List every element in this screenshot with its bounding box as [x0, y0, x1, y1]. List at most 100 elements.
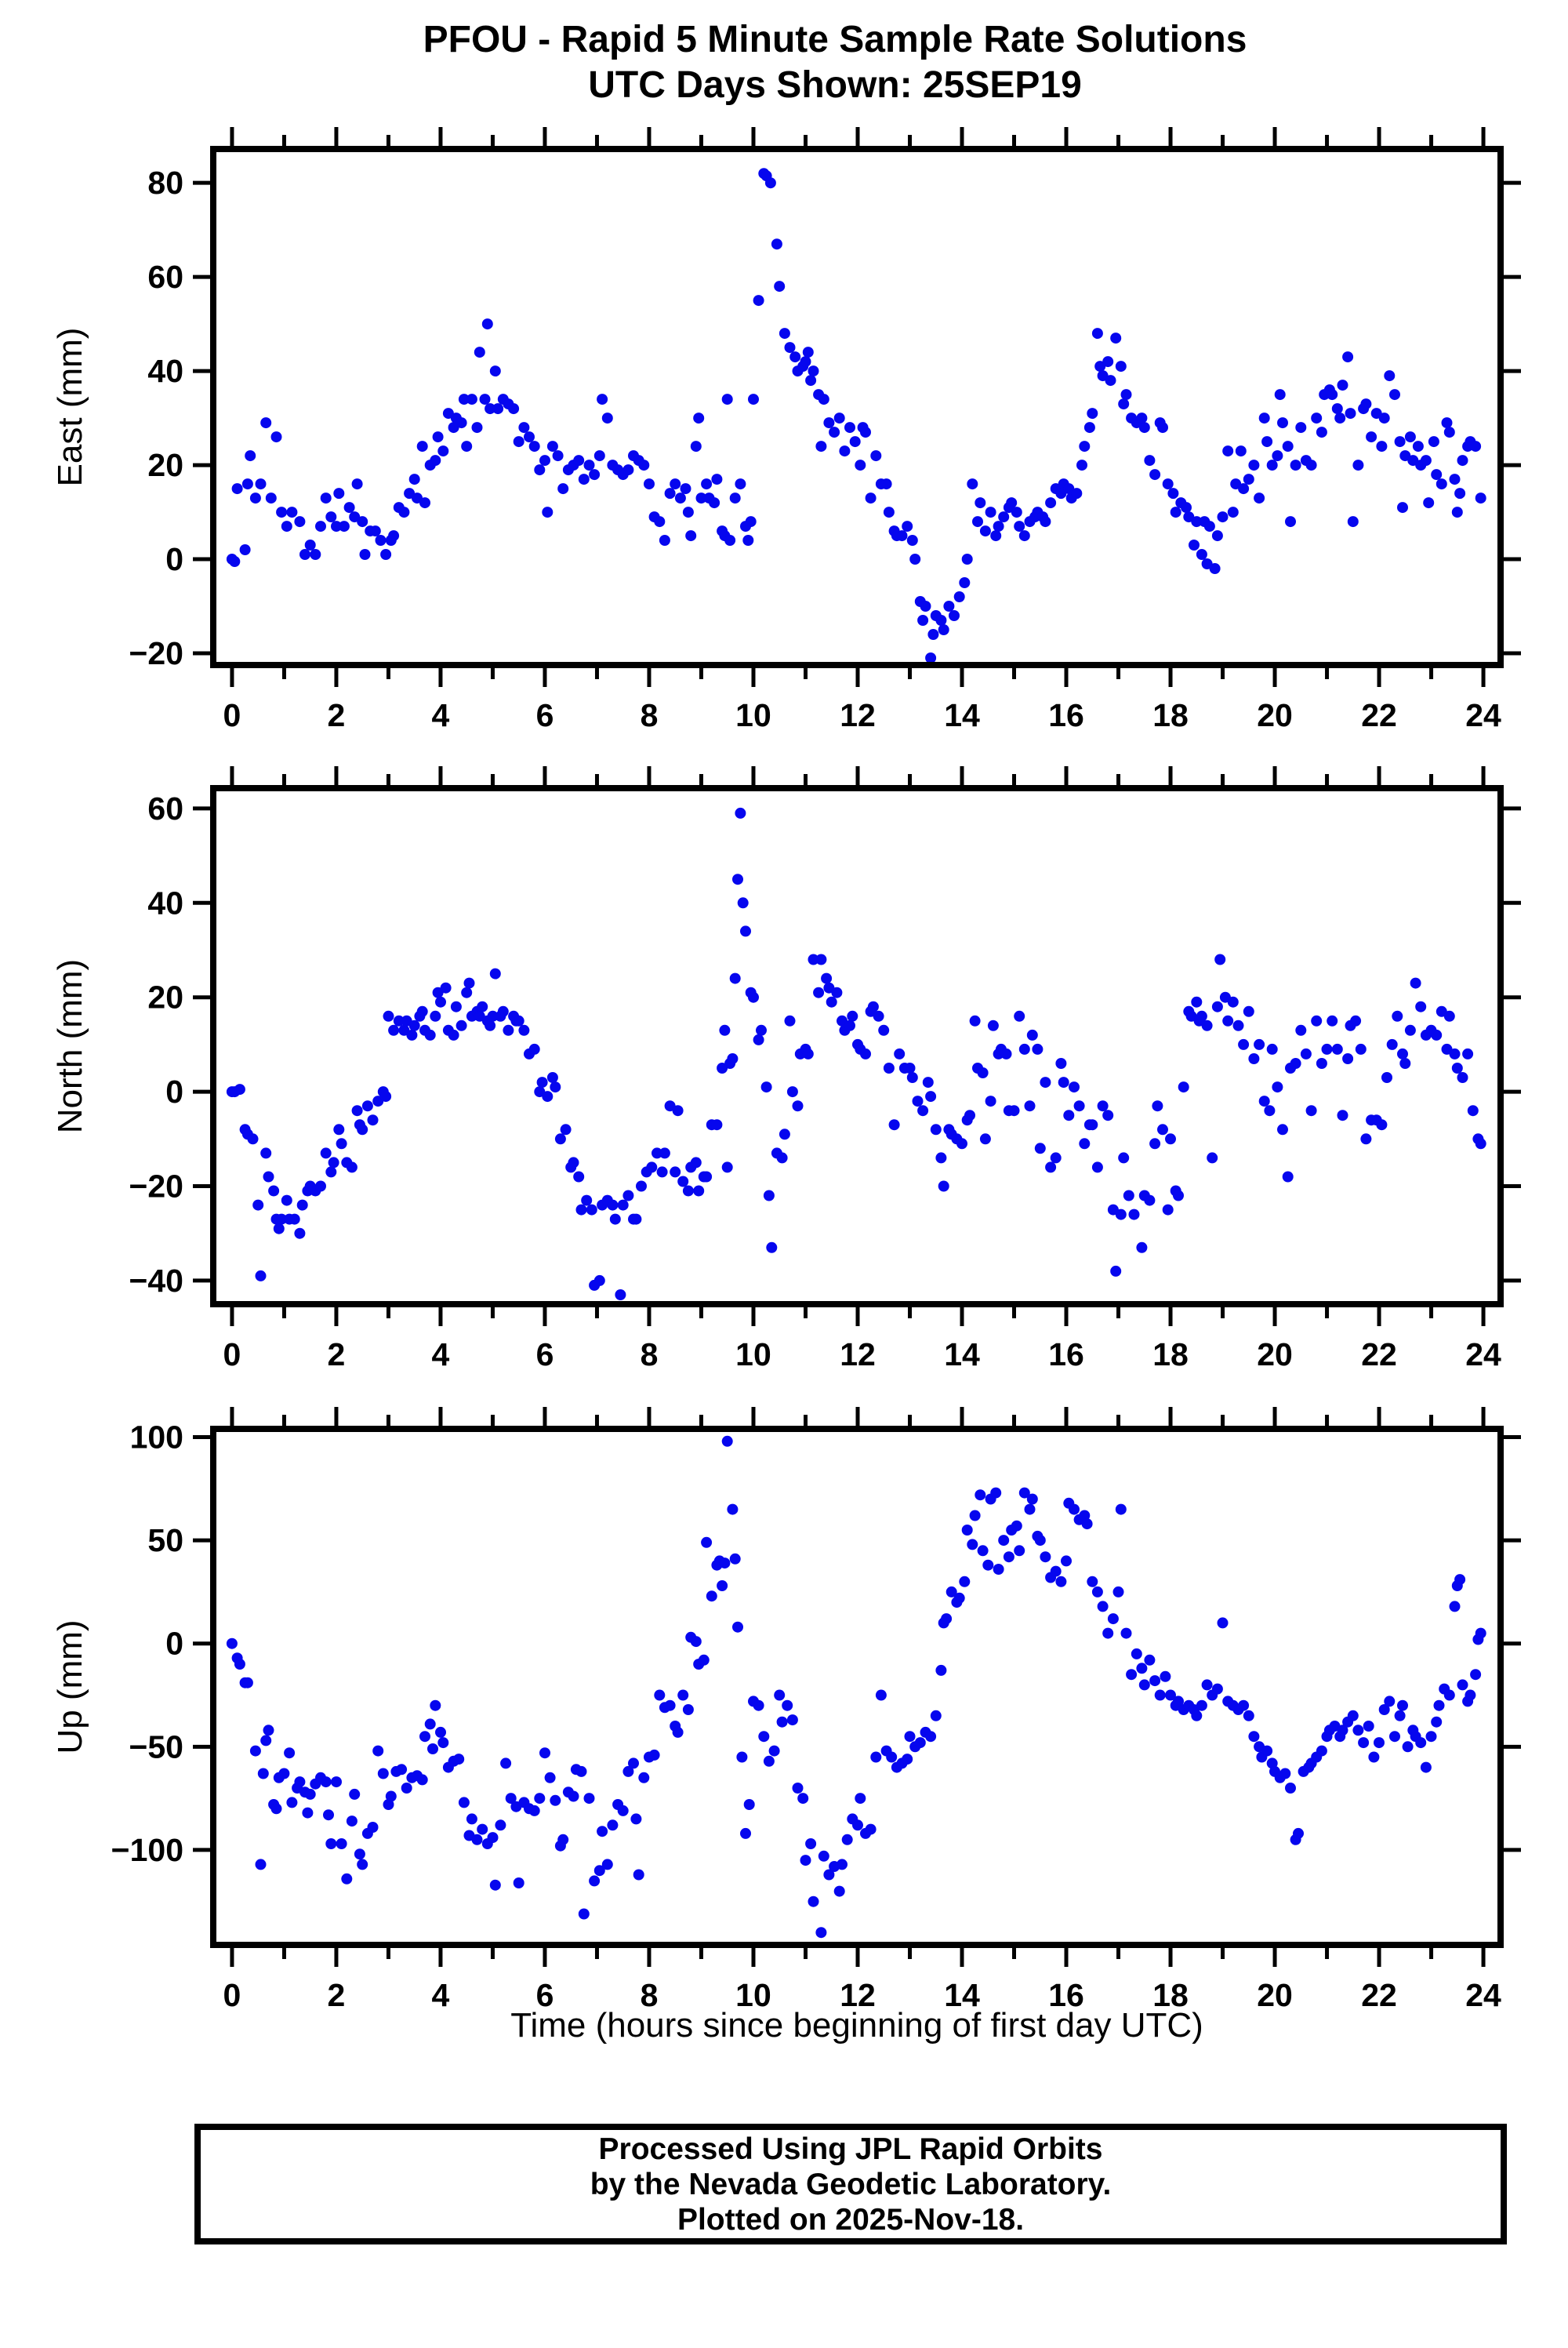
data-point — [286, 1797, 298, 1808]
data-point — [736, 1751, 748, 1763]
data-point — [1316, 427, 1327, 438]
data-point — [990, 530, 1002, 542]
data-point — [1352, 460, 1364, 471]
x-tick-label: 16 — [1048, 1977, 1084, 2013]
data-point — [1008, 1105, 1020, 1117]
data-point — [1449, 1048, 1461, 1060]
data-point — [1327, 1015, 1338, 1027]
data-point — [888, 1119, 900, 1131]
data-point — [1055, 1058, 1067, 1069]
data-point — [1366, 431, 1377, 443]
data-point — [495, 1819, 506, 1831]
data-point — [1394, 1710, 1406, 1721]
data-point — [474, 347, 485, 358]
data-point — [1091, 1161, 1103, 1173]
data-point — [315, 1180, 326, 1192]
data-point — [1243, 1710, 1254, 1721]
data-point — [1115, 1503, 1127, 1515]
data-point — [333, 1124, 345, 1136]
data-point — [1014, 1545, 1025, 1557]
data-point — [998, 511, 1010, 523]
x-tick-label: 8 — [641, 1336, 659, 1372]
data-point — [717, 1580, 728, 1591]
data-point — [1196, 1699, 1207, 1711]
data-point — [990, 1487, 1002, 1499]
data-point — [1136, 1663, 1148, 1674]
y-tick-label: 20 — [147, 980, 183, 1016]
data-point — [1214, 954, 1226, 965]
data-point — [270, 431, 282, 443]
x-tick-label: 20 — [1257, 1977, 1293, 2013]
data-point — [1136, 413, 1148, 424]
data-point — [977, 1545, 989, 1557]
data-point — [967, 478, 978, 490]
data-point — [1138, 1679, 1150, 1691]
data-point — [398, 507, 410, 518]
data-point — [935, 615, 947, 626]
data-point — [1350, 1015, 1362, 1027]
data-point — [930, 1124, 942, 1136]
data-point — [310, 549, 321, 560]
data-point — [636, 1180, 647, 1192]
data-point — [904, 1063, 916, 1074]
data-point — [1079, 441, 1091, 453]
data-point — [263, 1171, 274, 1183]
data-point — [1443, 427, 1455, 438]
data-point — [408, 474, 420, 485]
data-point — [654, 516, 666, 528]
data-point — [797, 1793, 809, 1805]
data-point — [1102, 356, 1114, 368]
x-tick-label: 10 — [735, 1336, 771, 1372]
data-point — [883, 1063, 895, 1074]
data-point — [646, 1161, 658, 1173]
data-point — [782, 1699, 793, 1711]
data-point — [837, 1859, 848, 1870]
data-point — [1189, 540, 1200, 551]
data-point — [550, 1081, 561, 1093]
data-point — [1337, 380, 1348, 391]
data-point — [865, 492, 877, 504]
data-point — [1378, 1704, 1390, 1715]
data-point — [1290, 1058, 1301, 1069]
data-point — [1465, 1689, 1476, 1701]
data-point — [430, 1010, 441, 1022]
data-point — [1282, 441, 1294, 453]
data-point — [1334, 413, 1346, 424]
data-point — [453, 1754, 465, 1765]
data-point — [1211, 1683, 1223, 1695]
data-point — [896, 530, 908, 542]
data-point — [1157, 422, 1168, 434]
data-point — [1428, 436, 1439, 448]
data-point — [1386, 1038, 1398, 1050]
data-point — [589, 1875, 601, 1887]
data-point — [883, 507, 895, 518]
x-tick-label: 6 — [536, 1977, 554, 2013]
data-point — [508, 403, 520, 415]
data-point — [1162, 1204, 1174, 1216]
data-point — [578, 1908, 590, 1920]
data-point — [638, 460, 650, 471]
data-point — [487, 1010, 499, 1022]
y-tick-label: 40 — [147, 353, 183, 389]
data-point — [1345, 408, 1356, 420]
data-point — [1144, 1654, 1156, 1666]
data-point — [1376, 441, 1388, 453]
data-point — [1397, 502, 1408, 514]
data-point — [260, 417, 272, 429]
data-point — [234, 1659, 245, 1670]
data-point — [622, 464, 634, 476]
data-point — [1191, 516, 1203, 528]
data-point — [821, 972, 833, 984]
data-point — [961, 554, 973, 565]
data-point — [1470, 1669, 1482, 1681]
data-point — [852, 1819, 863, 1831]
data-point — [1144, 455, 1156, 467]
x-tick-label: 24 — [1465, 1977, 1501, 2013]
data-point — [1433, 1699, 1445, 1711]
data-point — [1045, 1161, 1057, 1173]
plot-frame — [210, 146, 1504, 668]
data-point — [1475, 492, 1486, 504]
data-point — [1024, 1503, 1036, 1515]
data-point — [867, 1001, 879, 1012]
